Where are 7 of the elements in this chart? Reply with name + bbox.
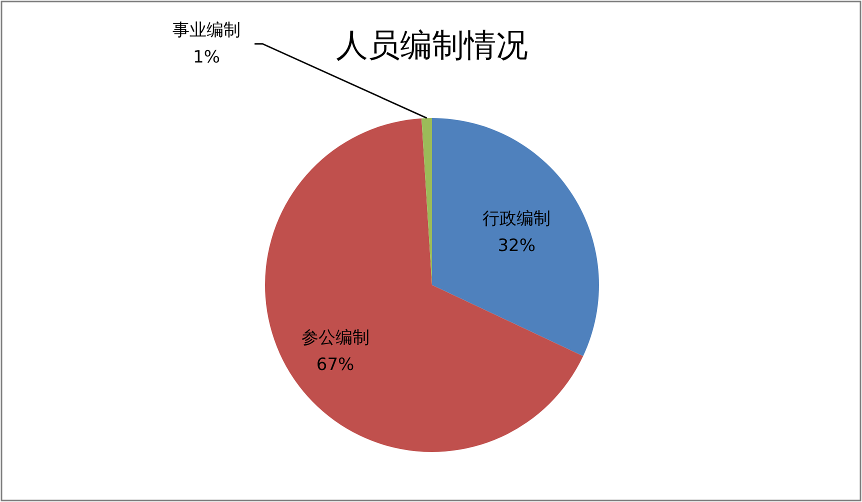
slice-label: 参公编制: [301, 328, 370, 348]
data-label: 1%: [193, 47, 220, 68]
slice-label: 事业编制: [172, 20, 241, 40]
data-label: 67%: [316, 355, 354, 376]
chart-title: 人员编制情况: [336, 26, 528, 64]
data-label: 32%: [498, 236, 536, 256]
slice-label: 行政编制: [482, 208, 551, 229]
